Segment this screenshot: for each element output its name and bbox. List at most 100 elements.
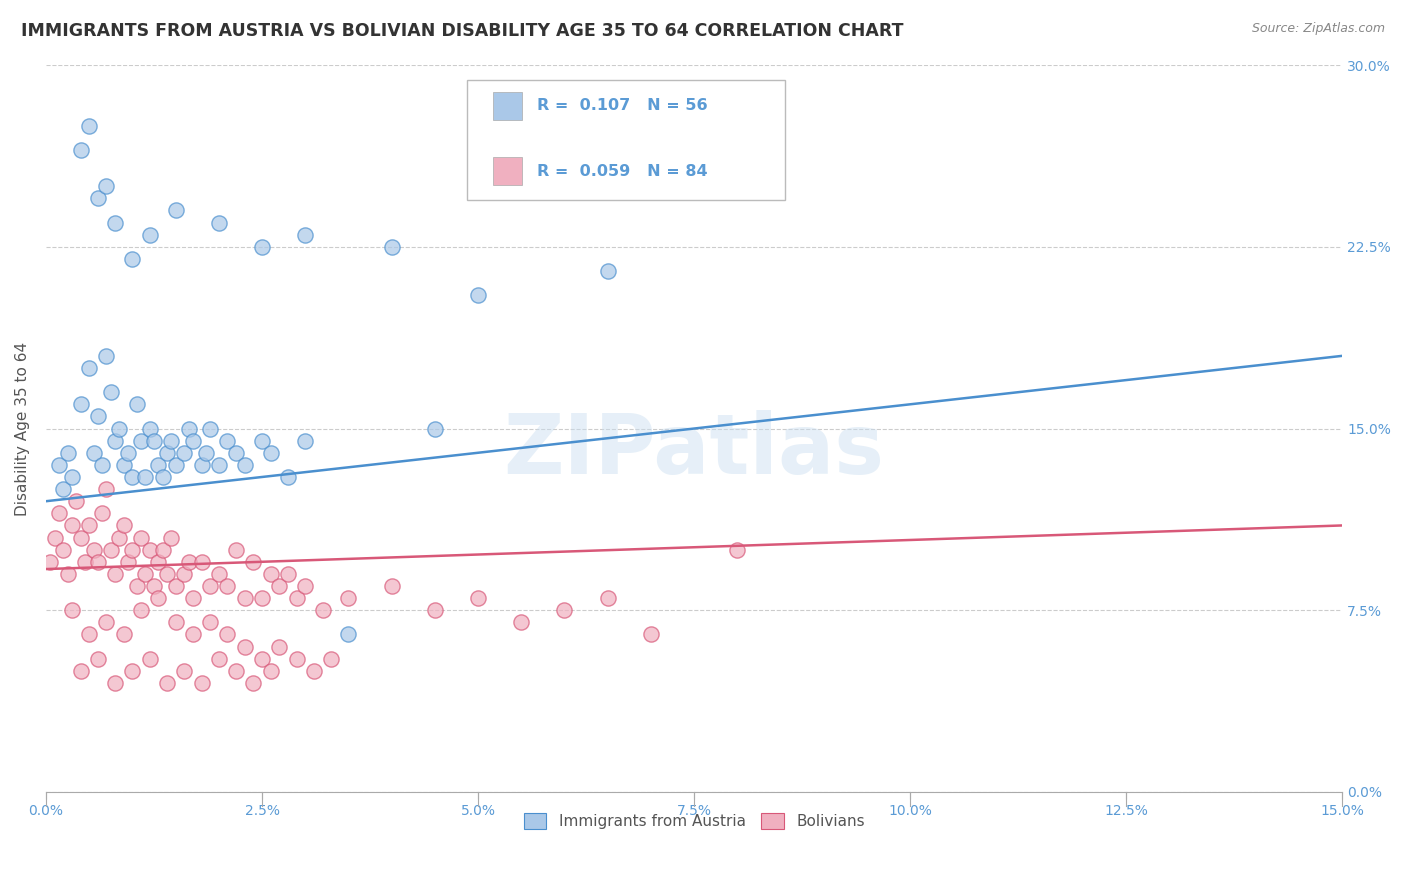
Point xyxy=(96,179,118,194)
Point xyxy=(596,591,619,606)
Point xyxy=(165,615,187,630)
Point xyxy=(208,458,231,472)
Point xyxy=(56,446,79,460)
Point xyxy=(173,664,195,678)
Point xyxy=(242,676,264,690)
Point xyxy=(152,470,174,484)
Point xyxy=(96,349,118,363)
Point xyxy=(148,458,170,472)
Point xyxy=(553,603,575,617)
Point xyxy=(190,676,212,690)
Point xyxy=(337,627,360,641)
Point xyxy=(129,434,152,448)
Text: Source: ZipAtlas.com: Source: ZipAtlas.com xyxy=(1251,22,1385,36)
Point xyxy=(190,458,212,472)
Point xyxy=(125,579,148,593)
Point xyxy=(294,227,316,242)
Point xyxy=(87,409,110,424)
Point xyxy=(39,555,62,569)
Point xyxy=(73,555,96,569)
Point xyxy=(138,227,160,242)
Point xyxy=(77,518,100,533)
Point xyxy=(91,506,114,520)
Point xyxy=(112,627,135,641)
Point xyxy=(242,555,264,569)
Point xyxy=(285,651,308,665)
Point xyxy=(56,566,79,581)
Point xyxy=(104,216,127,230)
Point xyxy=(225,446,247,460)
Point xyxy=(134,470,156,484)
Point xyxy=(44,531,66,545)
Point xyxy=(165,579,187,593)
Point xyxy=(208,216,231,230)
Point xyxy=(134,566,156,581)
Point xyxy=(260,664,283,678)
Point xyxy=(250,591,273,606)
Point xyxy=(96,615,118,630)
Point xyxy=(181,434,204,448)
Point xyxy=(250,240,273,254)
Point xyxy=(198,579,221,593)
Point xyxy=(250,651,273,665)
Point xyxy=(160,531,183,545)
Point xyxy=(87,191,110,205)
Point xyxy=(83,542,105,557)
Point xyxy=(48,506,70,520)
Point xyxy=(217,579,239,593)
Y-axis label: Disability Age 35 to 64: Disability Age 35 to 64 xyxy=(15,342,30,516)
Point xyxy=(108,421,131,435)
Legend: Immigrants from Austria, Bolivians: Immigrants from Austria, Bolivians xyxy=(517,807,870,835)
Point xyxy=(138,421,160,435)
Point xyxy=(125,397,148,411)
Point xyxy=(77,361,100,376)
Point xyxy=(302,664,325,678)
Point xyxy=(269,640,291,654)
Point xyxy=(181,627,204,641)
Point xyxy=(69,397,91,411)
Point xyxy=(173,566,195,581)
Point xyxy=(91,458,114,472)
Point xyxy=(194,446,217,460)
Point xyxy=(225,664,247,678)
Point xyxy=(198,615,221,630)
Point xyxy=(121,542,143,557)
Point xyxy=(112,518,135,533)
Point xyxy=(277,566,299,581)
Point xyxy=(77,119,100,133)
Point xyxy=(467,591,489,606)
Point xyxy=(277,470,299,484)
Point xyxy=(96,482,118,496)
Point xyxy=(104,434,127,448)
Point xyxy=(104,676,127,690)
Point xyxy=(217,434,239,448)
Point xyxy=(77,627,100,641)
Point xyxy=(121,252,143,266)
Point xyxy=(138,651,160,665)
Point xyxy=(423,421,446,435)
Point xyxy=(60,603,83,617)
Point xyxy=(285,591,308,606)
Point xyxy=(121,470,143,484)
FancyBboxPatch shape xyxy=(467,79,785,200)
Point xyxy=(129,531,152,545)
Point xyxy=(148,555,170,569)
Point xyxy=(208,566,231,581)
Point xyxy=(108,531,131,545)
Point xyxy=(100,542,122,557)
Point xyxy=(269,579,291,593)
Point xyxy=(143,579,166,593)
Point xyxy=(48,458,70,472)
Point xyxy=(190,555,212,569)
Point xyxy=(260,566,283,581)
Point xyxy=(165,458,187,472)
Point xyxy=(640,627,662,641)
Point xyxy=(121,664,143,678)
Point xyxy=(156,676,179,690)
Point xyxy=(60,470,83,484)
Point xyxy=(423,603,446,617)
Point xyxy=(52,482,75,496)
Point xyxy=(260,446,283,460)
Text: R =  0.107   N = 56: R = 0.107 N = 56 xyxy=(537,98,707,113)
Text: R =  0.059   N = 84: R = 0.059 N = 84 xyxy=(537,164,707,178)
